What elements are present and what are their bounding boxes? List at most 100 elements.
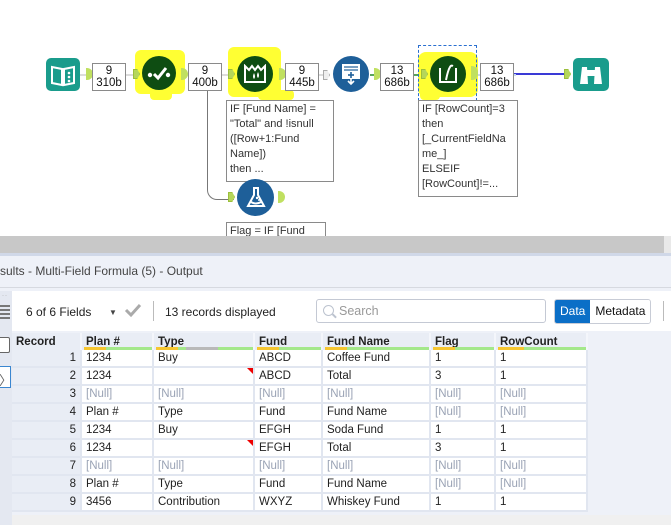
table-cell-type[interactable]: Buy [154,350,255,368]
table-cell-rowcount[interactable]: 1 [496,494,588,512]
grip-handle[interactable]: ·· [2,293,8,299]
table-cell-plan[interactable]: [Null] [82,386,154,404]
table-cell-plan[interactable]: [Null] [82,458,154,476]
table-cell-rowcount[interactable]: [Null] [496,458,588,476]
column-header-rowcount[interactable]: RowCount [496,333,588,350]
table-cell-type[interactable] [154,440,255,458]
table-cell-type[interactable]: Type [154,404,255,422]
column-header-fund[interactable]: Fund [255,333,323,350]
table-cell-plan[interactable]: 3456 [82,494,154,512]
table-row[interactable]: 8 Plan # Type Fund Fund Name [Null] [Null] [12,476,588,494]
table-row[interactable]: 4 Plan # Type Fund Fund Name [Null] [Null] [12,404,588,422]
output-anchor[interactable] [86,68,93,80]
table-row[interactable]: 3 [Null] [Null] [Null] [Null] [Null] [Null] [12,386,588,404]
table-row[interactable]: 6 1234 EFGH Total 3 1 [12,440,588,458]
panel-icon[interactable] [0,337,10,353]
table-cell-rowcount[interactable]: 1 [496,368,588,386]
table-row[interactable]: 9 3456 Contribution WXYZ Whiskey Fund 1 1 [12,494,588,512]
table-cell-fund[interactable]: Fund [255,404,323,422]
record-number-cell[interactable]: 1 [12,350,82,368]
fields-selector[interactable]: 6 of 6 Fields [26,305,92,319]
table-cell-plan[interactable]: 1234 [82,368,154,386]
formula-lab-tool[interactable] [237,179,274,216]
table-cell-fund-name[interactable]: Soda Fund [323,422,431,440]
table-cell-rowcount[interactable]: [Null] [496,404,588,422]
record-number-cell[interactable]: 2 [12,368,82,386]
input-data-tool[interactable] [46,58,80,91]
table-cell-plan[interactable]: Plan # [82,404,154,422]
input-anchor[interactable] [133,69,140,79]
input-anchor[interactable] [228,69,235,79]
table-cell-rowcount[interactable]: 1 [496,422,588,440]
table-cell-fund[interactable]: ABCD [255,368,323,386]
column-header-type[interactable]: Type [154,333,255,350]
output-anchor[interactable] [181,68,188,80]
record-number-cell[interactable]: 8 [12,476,82,494]
record-number-cell[interactable]: 3 [12,386,82,404]
input-anchor[interactable] [564,69,571,79]
table-cell-fund-name[interactable]: Total [323,440,431,458]
multi-field-formula-tool[interactable] [430,56,466,92]
search-input[interactable] [339,303,539,319]
pane-divider[interactable] [0,253,671,256]
union-tool[interactable] [333,56,369,92]
table-cell-fund[interactable]: ABCD [255,350,323,368]
table-cell-plan[interactable]: 1234 [82,440,154,458]
table-cell-flag[interactable]: [Null] [431,386,496,404]
table-cell-rowcount[interactable]: 1 [496,440,588,458]
tag-view-icon[interactable]: 〉 [0,366,12,388]
results-horizontal-scrollbar[interactable] [12,515,671,525]
table-cell-flag[interactable]: [Null] [431,404,496,422]
table-cell-flag[interactable]: 3 [431,368,496,386]
table-cell-plan[interactable]: 1234 [82,350,154,368]
checkmark-icon[interactable] [124,301,142,319]
search-box[interactable] [316,299,546,323]
table-cell-fund[interactable]: [Null] [255,386,323,404]
table-cell-flag[interactable]: 3 [431,440,496,458]
column-header-flag[interactable]: Flag [431,333,496,350]
table-cell-flag[interactable]: [Null] [431,476,496,494]
table-cell-type[interactable]: [Null] [154,458,255,476]
record-number-cell[interactable]: 6 [12,440,82,458]
table-cell-rowcount[interactable]: [Null] [496,476,588,494]
table-cell-type[interactable]: Contribution [154,494,255,512]
record-number-cell[interactable]: 5 [12,422,82,440]
column-header-fund-name[interactable]: Fund Name [323,333,431,350]
table-cell-flag[interactable]: 1 [431,422,496,440]
table-cell-fund[interactable]: EFGH [255,440,323,458]
table-cell-fund-name[interactable]: Coffee Fund [323,350,431,368]
tab-data[interactable]: Data [555,300,591,323]
input-anchor[interactable] [421,69,428,79]
table-cell-plan[interactable]: Plan # [82,476,154,494]
table-cell-type[interactable]: Buy [154,422,255,440]
column-header-plan[interactable]: Plan # [82,333,154,350]
browse-tool[interactable] [573,58,609,91]
tab-metadata[interactable]: Metadata [590,300,651,323]
table-cell-fund[interactable]: [Null] [255,458,323,476]
table-cell-type[interactable] [154,368,255,386]
table-cell-fund[interactable]: Fund [255,476,323,494]
table-cell-type[interactable]: [Null] [154,386,255,404]
formula-tool[interactable] [237,56,273,92]
record-number-cell[interactable]: 7 [12,458,82,476]
table-cell-fund[interactable]: WXYZ [255,494,323,512]
table-cell-type[interactable]: Type [154,476,255,494]
input-anchor[interactable] [323,70,330,80]
table-cell-fund-name[interactable]: Whiskey Fund [323,494,431,512]
record-number-cell[interactable]: 4 [12,404,82,422]
table-cell-flag[interactable]: [Null] [431,458,496,476]
table-cell-rowcount[interactable]: [Null] [496,386,588,404]
table-row[interactable]: 1 1234 Buy ABCD Coffee Fund 1 1 [12,350,588,368]
table-cell-fund-name[interactable]: [Null] [323,386,431,404]
table-cell-fund-name[interactable]: Fund Name [323,404,431,422]
table-cell-flag[interactable]: 1 [431,350,496,368]
canvas-horizontal-scrollbar[interactable] [0,236,671,253]
scrollbar-thumb[interactable] [0,236,664,253]
table-row[interactable]: 2 1234 ABCD Total 3 1 [12,368,588,386]
select-tool[interactable] [142,56,176,90]
output-anchor[interactable] [278,191,285,203]
output-anchor[interactable] [279,68,286,80]
input-anchor[interactable] [228,192,235,202]
table-row[interactable]: 7 [Null] [Null] [Null] [Null] [Null] [Null] [12,458,588,476]
chevron-down-icon[interactable]: ▼ [109,308,117,317]
